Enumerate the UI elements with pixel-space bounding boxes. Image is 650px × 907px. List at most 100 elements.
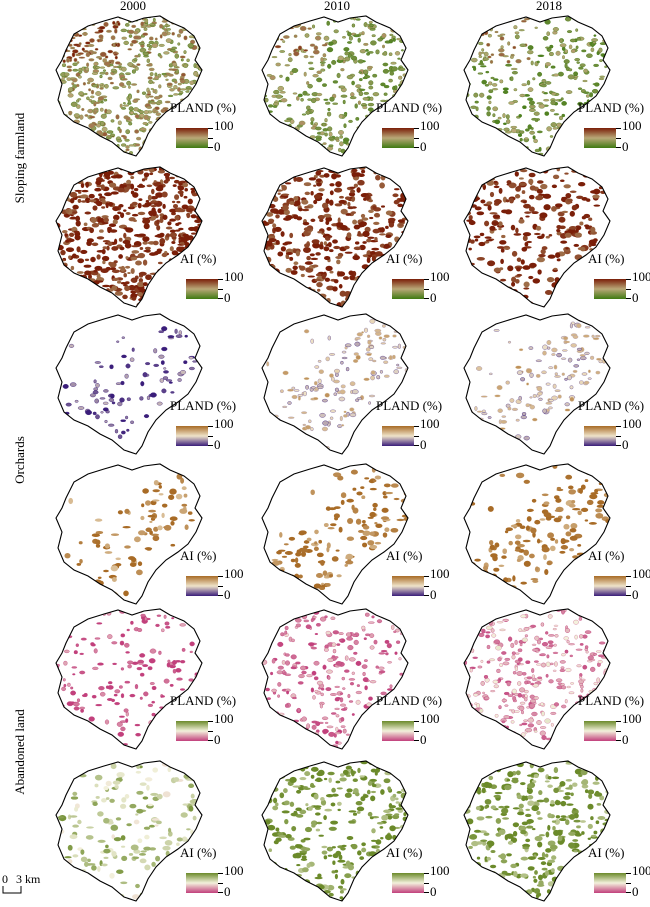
land-patch	[112, 641, 118, 644]
land-patch	[314, 547, 319, 551]
land-patch	[111, 119, 114, 122]
land-patch	[291, 559, 296, 562]
land-patch	[182, 15, 185, 19]
land-patch	[484, 728, 490, 730]
land-patch	[118, 22, 121, 26]
land-patch	[55, 135, 59, 139]
land-patch	[493, 79, 498, 81]
land-patch	[64, 191, 69, 194]
legend-tick	[218, 298, 223, 299]
land-patch	[153, 349, 156, 354]
land-patch	[182, 486, 187, 490]
land-patch	[121, 144, 126, 147]
land-patch	[145, 247, 151, 250]
land-patch	[500, 34, 505, 36]
land-patch	[325, 278, 330, 282]
land-patch	[461, 565, 469, 571]
land-patch	[161, 292, 169, 294]
land-patch	[512, 696, 516, 700]
land-patch	[128, 86, 130, 89]
land-patch	[164, 717, 167, 720]
land-patch	[56, 203, 60, 209]
land-patch	[277, 750, 280, 752]
land-patch	[366, 52, 369, 55]
land-patch	[587, 500, 594, 505]
land-patch	[66, 122, 72, 127]
land-patch	[349, 700, 353, 702]
legend-tick	[616, 128, 621, 129]
land-patch	[342, 36, 346, 38]
land-patch	[543, 99, 549, 101]
land-patch	[275, 214, 280, 218]
land-patch	[276, 551, 282, 555]
land-patch	[153, 18, 155, 21]
land-patch	[197, 21, 202, 23]
land-patch	[107, 130, 113, 133]
land-patch	[120, 641, 124, 645]
land-patch	[306, 94, 310, 96]
land-patch	[512, 592, 517, 596]
land-patch	[368, 287, 376, 290]
land-patch	[324, 36, 329, 41]
land-patch	[306, 81, 309, 85]
land-patch	[197, 36, 200, 38]
land-patch	[570, 536, 578, 541]
land-patch	[279, 532, 282, 538]
land-patch	[77, 436, 83, 439]
land-patch	[126, 180, 131, 184]
land-patch	[149, 301, 157, 304]
land-patch	[548, 305, 555, 309]
land-patch	[380, 356, 385, 359]
land-patch	[379, 233, 386, 235]
land-patch	[539, 104, 545, 109]
land-patch	[95, 518, 102, 521]
land-patch	[115, 429, 118, 433]
land-patch	[375, 290, 381, 294]
land-patch	[279, 288, 287, 292]
land-patch	[154, 96, 160, 99]
land-patch	[553, 268, 557, 271]
land-patch	[353, 652, 357, 655]
land-patch	[268, 275, 275, 280]
land-patch	[281, 127, 284, 131]
land-patch	[524, 137, 528, 139]
land-patch	[104, 22, 109, 27]
land-patch	[325, 133, 328, 137]
land-patch	[582, 372, 587, 375]
land-patch	[564, 277, 572, 282]
legend-min-label: 0	[632, 290, 639, 306]
land-patch	[102, 256, 109, 261]
land-patch	[142, 151, 147, 155]
land-patch	[360, 221, 367, 226]
land-patch	[488, 416, 491, 418]
land-patch	[405, 680, 408, 682]
land-patch	[152, 210, 157, 216]
land-patch	[159, 44, 165, 47]
land-patch	[260, 194, 264, 200]
land-patch	[127, 661, 133, 664]
land-patch	[359, 89, 365, 91]
land-patch	[463, 644, 467, 646]
land-patch	[343, 276, 349, 280]
legend-min-label: 0	[622, 437, 629, 453]
land-patch	[136, 570, 143, 576]
land-patch	[347, 41, 351, 43]
land-patch	[91, 729, 96, 731]
land-patch	[512, 710, 515, 714]
land-patch	[277, 252, 283, 257]
land-patch	[158, 170, 165, 173]
land-patch	[70, 691, 75, 695]
land-patch	[515, 653, 519, 655]
land-patch	[480, 65, 486, 67]
land-patch	[315, 633, 318, 635]
land-patch	[130, 176, 134, 179]
land-patch	[55, 113, 60, 115]
legend-min-label: 0	[420, 732, 427, 748]
land-patch	[55, 431, 60, 436]
land-patch	[395, 51, 400, 55]
land-patch	[112, 663, 116, 665]
land-patch	[535, 567, 538, 571]
land-patch	[346, 367, 349, 371]
land-patch	[114, 239, 117, 245]
land-patch	[327, 726, 333, 728]
